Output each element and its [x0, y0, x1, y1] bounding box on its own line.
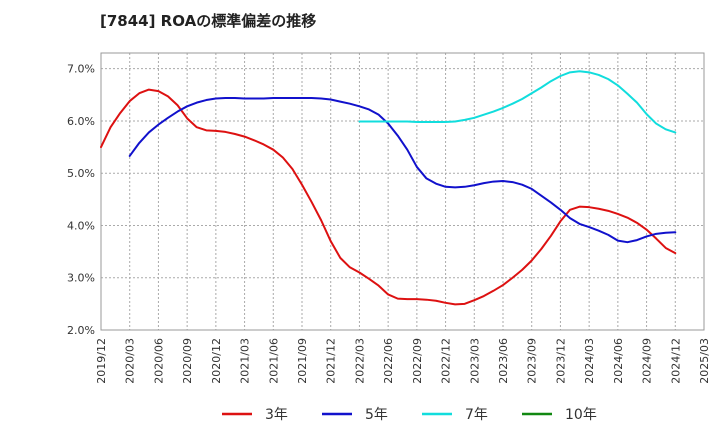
x-tick-labels: 2019/12 2020/03 2020/06 2020/09 2020/12 2021/… — [95, 338, 711, 384]
y-tick-label: 5.0% — [67, 167, 95, 180]
legend: 3年 5年 7年 10年 — [222, 407, 597, 423]
x-tick-label: 2021/03 — [239, 338, 252, 384]
x-tick-label: 2020/09 — [181, 338, 194, 384]
y-tick-labels: 2.0% 3.0% 4.0% 5.0% 6.0% 7.0% — [67, 63, 95, 337]
x-tick-label: 2022/06 — [382, 338, 395, 384]
legend-label-10年: 10年 — [565, 407, 597, 423]
x-tick-label: 2024/09 — [641, 338, 654, 384]
plot-border — [100, 52, 705, 331]
x-tick-label: 2021/06 — [267, 338, 280, 384]
x-tick-label: 2022/03 — [353, 338, 366, 384]
x-tick-label: 2022/09 — [411, 338, 424, 384]
series-lines — [100, 70, 677, 306]
x-tick-label: 2021/12 — [325, 338, 338, 384]
series-line-7年 — [358, 70, 677, 134]
chart-title: [7844] ROAの標準偏差の推移 — [100, 12, 317, 30]
x-tick-label: 2020/03 — [124, 338, 137, 384]
x-tick-label: 2023/12 — [554, 338, 567, 384]
y-tick-label: 6.0% — [67, 115, 95, 128]
y-tick-label: 3.0% — [67, 272, 95, 285]
x-tick-label: 2024/06 — [612, 338, 625, 384]
y-tick-label: 4.0% — [67, 219, 95, 232]
x-tick-label: 2020/06 — [152, 338, 165, 384]
series-line-3年 — [100, 88, 677, 306]
y-tick-label: 2.0% — [67, 324, 95, 337]
x-tick-label: 2024/03 — [583, 338, 596, 384]
legend-label-3年: 3年 — [265, 407, 288, 423]
x-tick-label: 2019/12 — [95, 338, 108, 384]
series-line-5年 — [128, 96, 677, 244]
x-tick-label: 2023/09 — [526, 338, 539, 384]
x-tick-label: 2023/03 — [468, 338, 481, 384]
x-tick-label: 2021/09 — [296, 338, 309, 384]
x-tick-label: 2024/12 — [669, 338, 682, 384]
x-tick-label: 2025/03 — [698, 338, 711, 384]
legend-label-5年: 5年 — [365, 407, 388, 423]
legend-label-7年: 7年 — [465, 407, 488, 423]
x-tick-label: 2022/12 — [440, 338, 453, 384]
y-tick-label: 7.0% — [67, 63, 95, 76]
x-tick-label: 2020/12 — [210, 338, 223, 384]
x-tick-label: 2023/06 — [497, 338, 510, 384]
plot-background — [101, 53, 704, 330]
